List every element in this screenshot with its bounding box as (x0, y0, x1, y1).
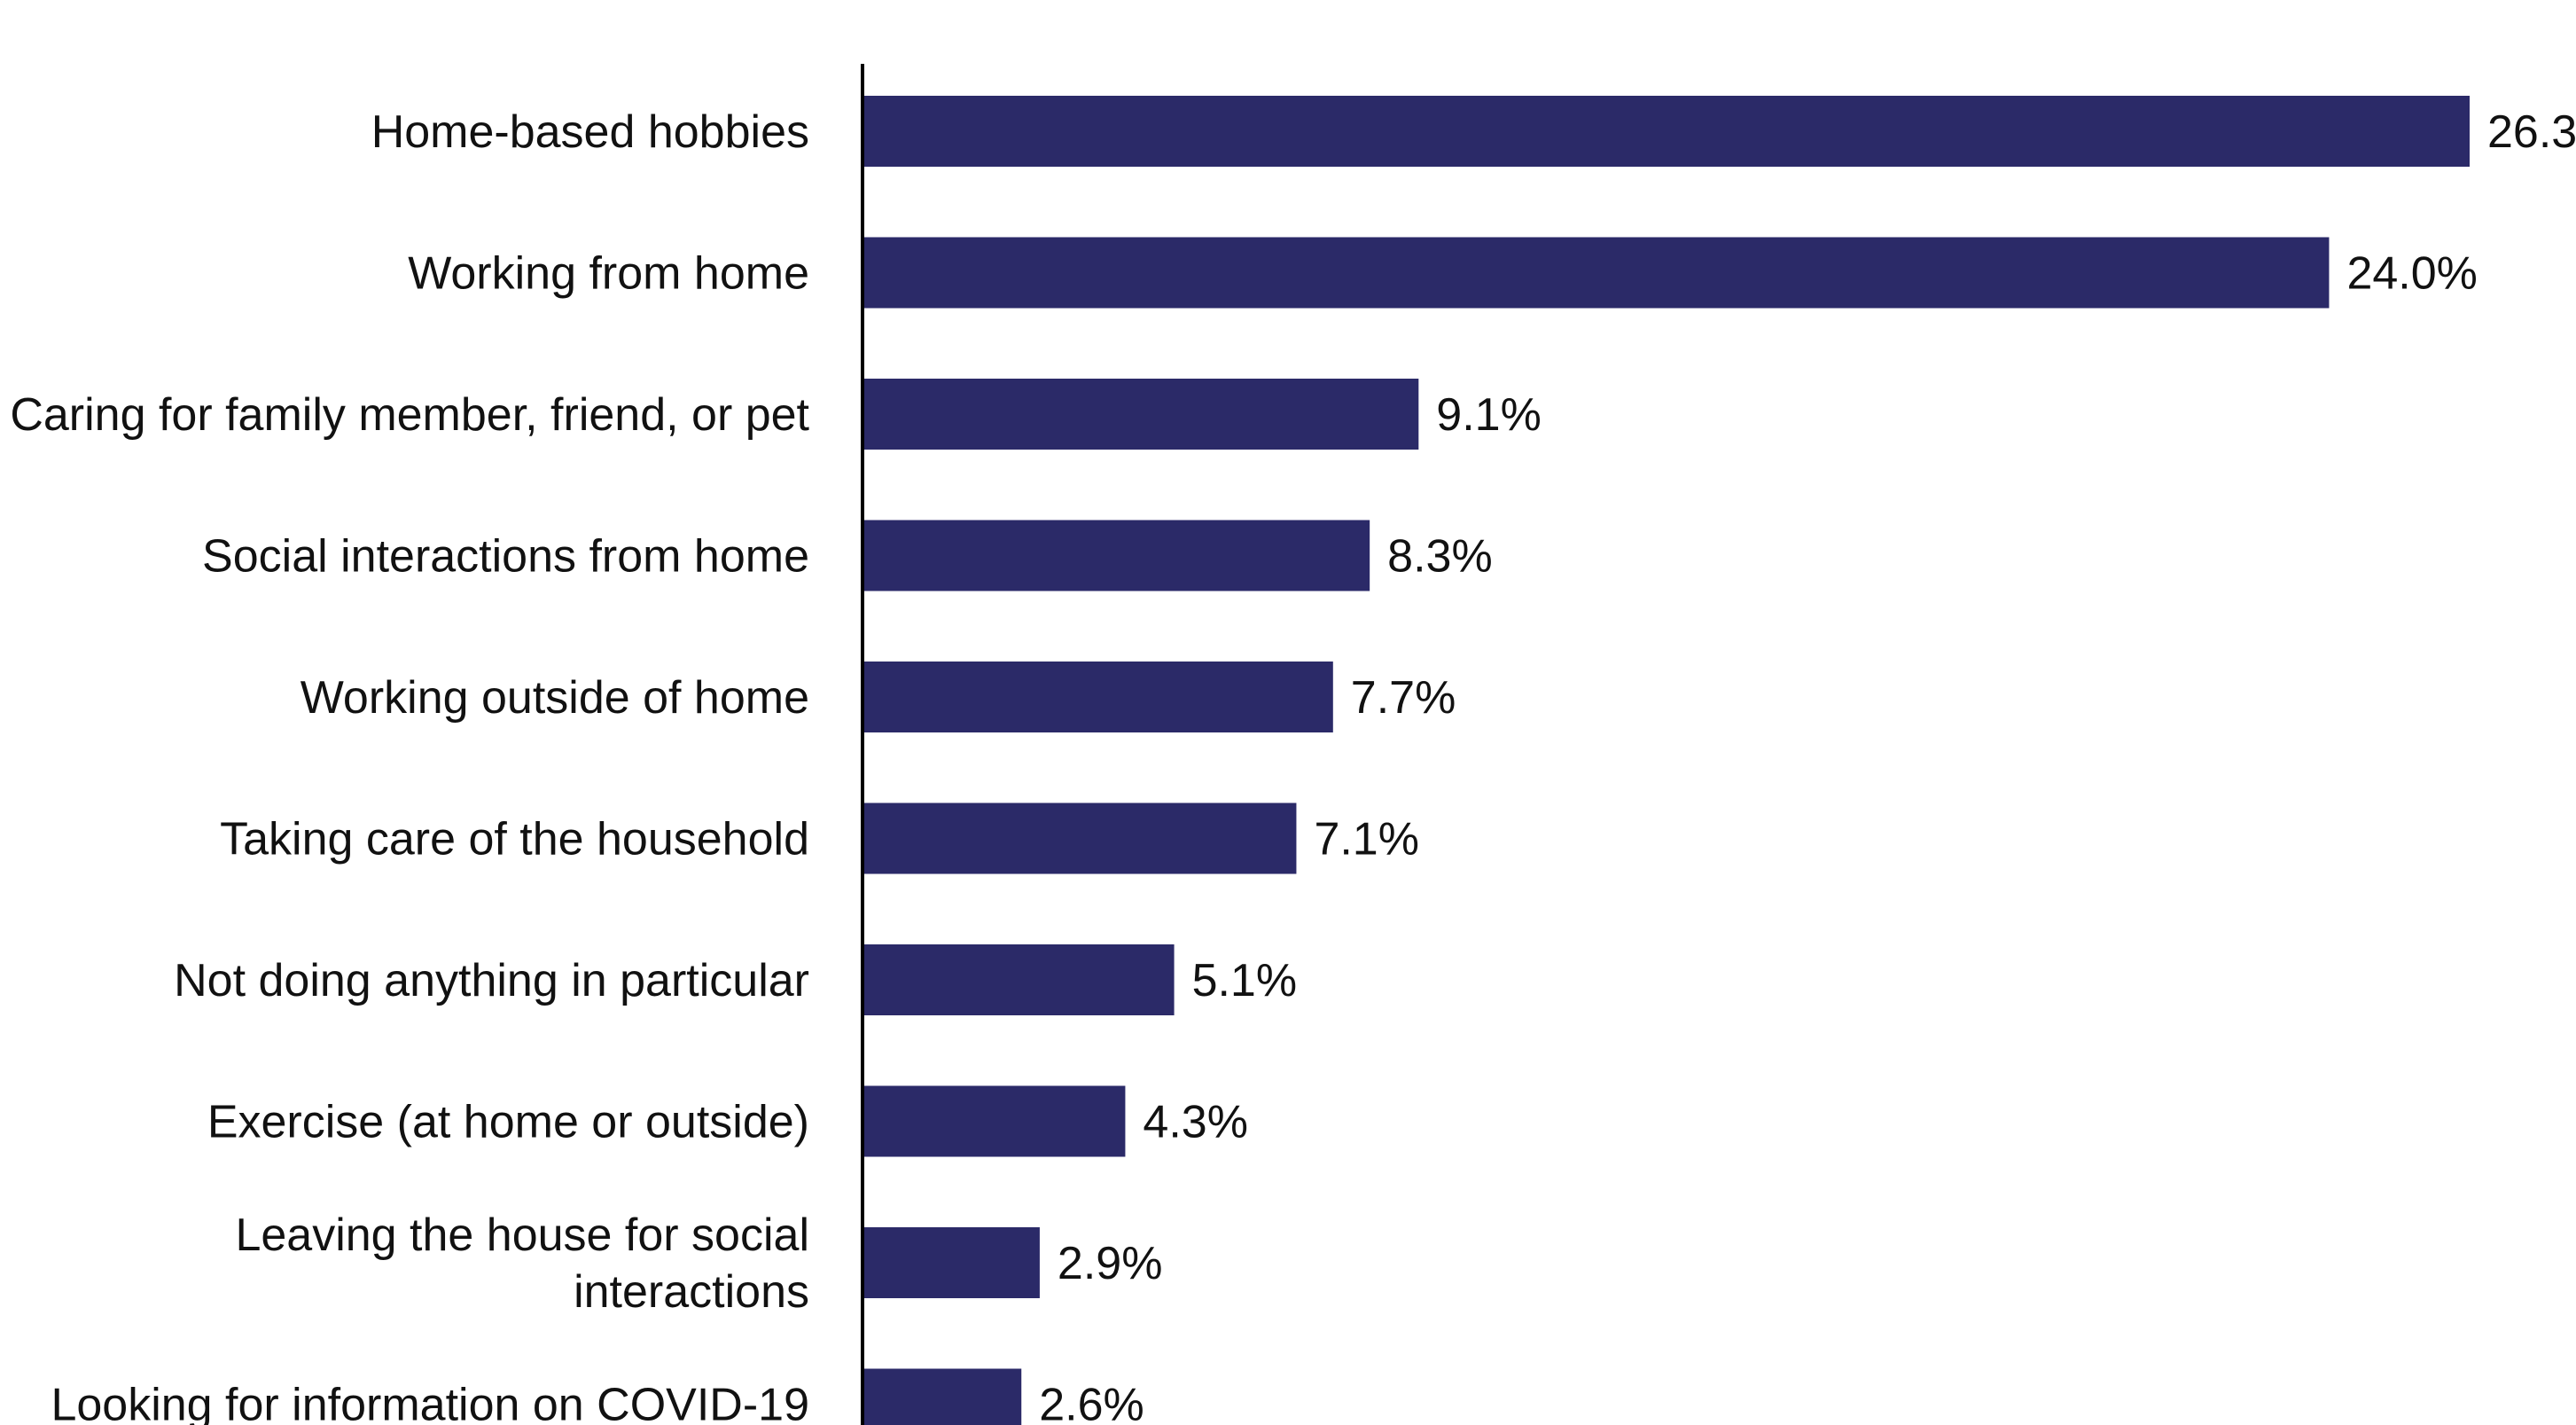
value-labels-group: 26.3 24.0% 9.1% 8.3% 7.7% 7.1% 5.1% 4.3% 2.9% 2.6… (1039, 106, 2576, 1425)
category-label: Looking for information on COVID-19 (51, 1380, 809, 1425)
category-label: Taking care of the household (220, 814, 809, 865)
value-label: 26.3 (2487, 106, 2576, 158)
category-label: Leaving the house for social interactions (235, 1210, 809, 1318)
bar (863, 1227, 1040, 1298)
value-label: 2.9% (1058, 1238, 1163, 1289)
category-label: Caring for family member, friend, or pet (10, 389, 809, 441)
category-label: Not doing anything in particular (174, 955, 809, 1006)
bar (863, 1368, 1022, 1425)
bar (863, 96, 2470, 167)
value-label: 4.3% (1143, 1097, 1248, 1148)
value-label: 7.7% (1351, 672, 1456, 724)
bar (863, 520, 1370, 591)
category-label: Exercise (at home or outside) (207, 1097, 809, 1148)
bar (863, 379, 1419, 450)
bar (863, 237, 2330, 309)
value-label: 5.1% (1192, 955, 1298, 1006)
bar (863, 662, 1333, 732)
category-label: Home-based hobbies (371, 106, 809, 158)
category-label: Working outside of home (301, 672, 809, 724)
bars-group (863, 96, 2470, 1425)
bar (863, 1085, 1126, 1157)
value-label: 9.1% (1436, 389, 1542, 441)
value-label: 7.1% (1314, 814, 1419, 865)
category-label: Social interactions from home (202, 531, 809, 583)
bar (863, 944, 1175, 1015)
value-label: 24.0% (2346, 248, 2477, 300)
category-labels-group: Home-based hobbies Working from home Carin… (10, 106, 809, 1425)
bar (863, 803, 1297, 874)
value-label: 8.3% (1387, 531, 1493, 583)
value-label: 2.6% (1039, 1380, 1144, 1425)
category-label: Working from home (408, 248, 809, 300)
